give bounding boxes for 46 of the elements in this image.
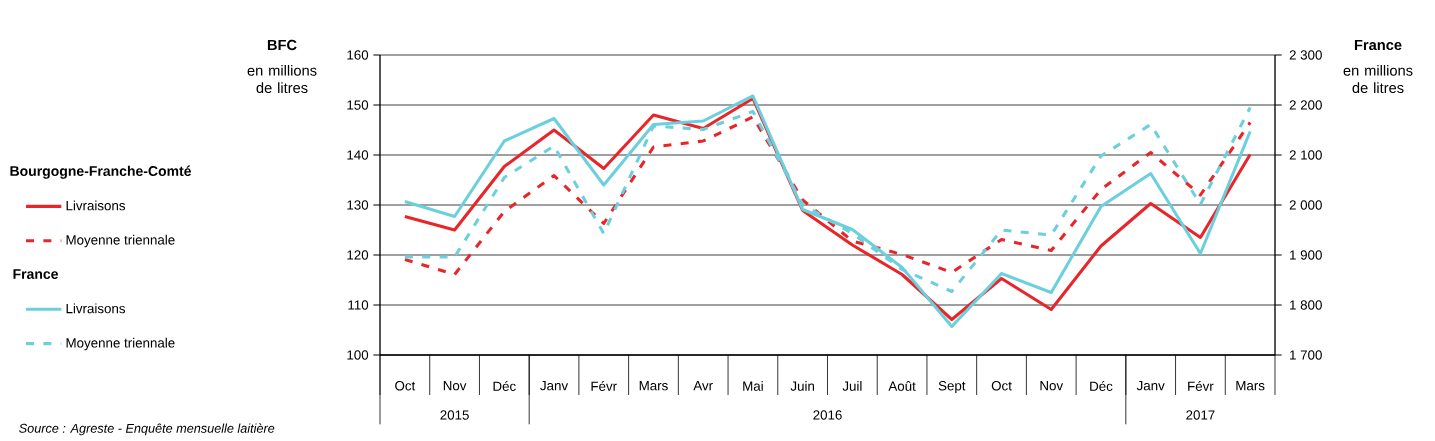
y2-axis-title: France (1354, 39, 1402, 51)
text: en millions de litres (247, 64, 317, 94)
x-tick-label: Juin (790, 381, 814, 391)
x-tick-label: Sept (938, 381, 966, 394)
y2-tick-label: 2 000 (1289, 200, 1322, 210)
y2-tick-label: 2 100 (1289, 150, 1322, 160)
legend-label: Moyenne triennale (66, 337, 175, 351)
y2-tick-label: 1 900 (1290, 250, 1322, 260)
y-tick-label: 100 (347, 350, 369, 360)
legend-label: Livraisons (66, 303, 126, 314)
text: France (13, 269, 58, 279)
x-tick-label: Oct (991, 381, 1012, 391)
y2-tick-label: 2 200 (1289, 100, 1322, 110)
text: Bourgogne-Franche-Comté (10, 165, 192, 179)
source-note: Source : Agreste - Enquête mensuelle laitière (19, 423, 275, 436)
x-tick-label: Oct (395, 381, 416, 391)
text: en millions de litres (1343, 64, 1413, 94)
x-tick-label: Mars (1236, 381, 1265, 391)
x-tick-label: Nov (443, 381, 467, 391)
x-tick-label: Févr (591, 381, 617, 391)
y2-tick-label: 2 300 (1289, 50, 1322, 60)
x-tick-label: Mai (743, 381, 763, 391)
text: 2017 (1186, 410, 1215, 420)
legend-label: Livraisons (66, 200, 126, 211)
text: 2015 (440, 410, 469, 420)
y-tick-label: 160 (347, 50, 369, 60)
x-tick-label: Nov (1040, 381, 1064, 391)
y-tick-label: 130 (347, 200, 369, 210)
y2-tick-label: 1 800 (1290, 300, 1322, 310)
y2-tick-label: 1 700 (1290, 350, 1322, 360)
x-tick-label: Mars (639, 381, 668, 391)
x-tick-label: Déc (1090, 381, 1113, 391)
text: 2016 (813, 410, 842, 420)
x-tick-label: Août (888, 381, 916, 391)
y-tick-label: 150 (347, 100, 369, 110)
x-tick-label: Juil (842, 381, 862, 391)
legend-label: Moyenne triennale (66, 234, 175, 248)
x-tick-label: Avr (693, 381, 713, 391)
y-tick-label: 140 (347, 150, 369, 160)
x-tick-label: Févr (1188, 381, 1214, 391)
y-tick-label: 120 (347, 250, 369, 260)
x-tick-label: Janv (540, 381, 569, 391)
y-axis-title: BFC (267, 39, 297, 51)
x-tick-label: Déc (493, 381, 516, 391)
y-tick-label: 110 (348, 300, 369, 310)
x-tick-label: Janv (1136, 381, 1165, 391)
